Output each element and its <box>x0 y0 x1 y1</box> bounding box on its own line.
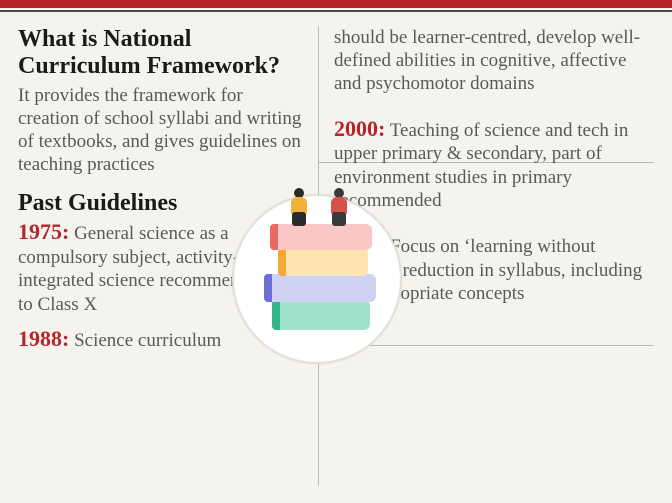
entry-text: should be learner-centred, develop well-… <box>334 27 640 94</box>
entry-text: Science curriculum <box>69 330 221 351</box>
year-label: 1988: <box>18 326 69 351</box>
year-label: 1975: <box>18 219 69 244</box>
timeline-entry-1988-cont: should be learner-centred, develop well-… <box>334 26 654 96</box>
book-icon <box>278 248 368 276</box>
year-label: 2000: <box>334 116 385 141</box>
book-icon <box>272 300 370 330</box>
question-body: It provides the framework for creation o… <box>18 84 308 177</box>
timeline-entry-2000: 2000: Teaching of science and tech in up… <box>334 116 654 212</box>
books-illustration <box>232 194 402 364</box>
student-icon <box>326 188 352 228</box>
student-icon <box>286 188 312 228</box>
question-heading: What is National Curriculum Framework? <box>18 26 308 80</box>
top-stripe <box>0 0 672 8</box>
book-icon <box>264 274 376 302</box>
infographic-body: What is National Curriculum Framework? I… <box>0 12 672 497</box>
